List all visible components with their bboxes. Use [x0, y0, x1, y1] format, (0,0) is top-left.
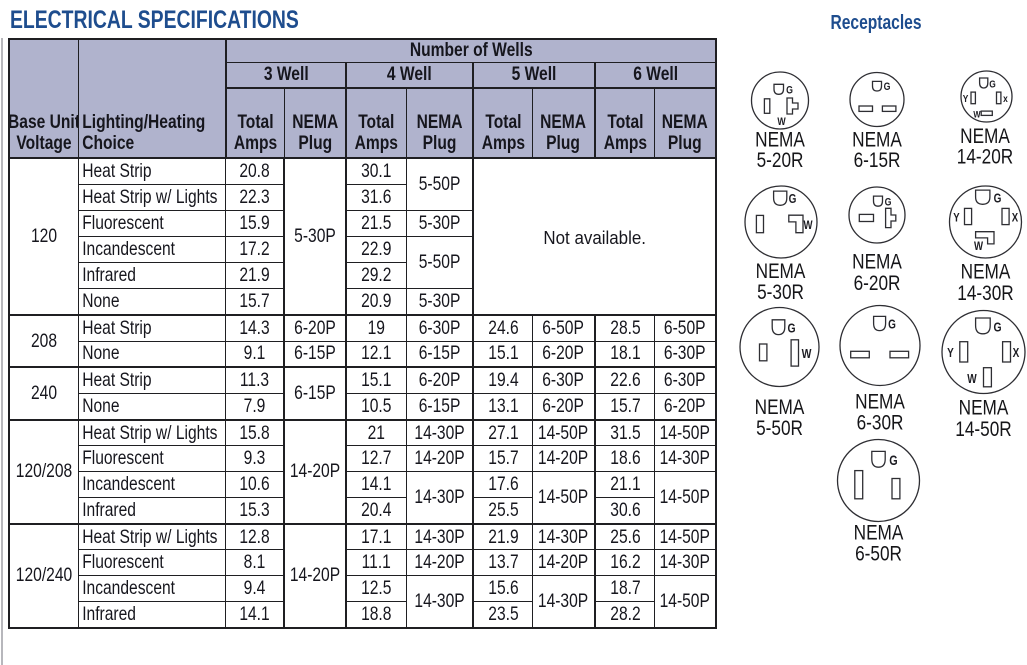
svg-text:G: G [885, 196, 892, 208]
svg-text:5-50R: 5-50R [756, 418, 803, 441]
svg-text:NEMA: NEMA [755, 129, 805, 152]
svg-text:G: G [989, 79, 996, 91]
svg-text:W: W [803, 219, 813, 232]
svg-text:G: G [994, 193, 1002, 206]
svg-text:NEMA: NEMA [960, 126, 1010, 149]
svg-text:x: x [1003, 93, 1008, 105]
svg-text:NEMA: NEMA [959, 397, 1009, 420]
svg-text:6-50R: 6-50R [855, 543, 902, 566]
svg-text:14-50R: 14-50R [955, 419, 1011, 442]
svg-text:NEMA: NEMA [855, 391, 905, 414]
svg-text:G: G [888, 319, 896, 332]
svg-text:NEMA: NEMA [755, 397, 805, 420]
svg-text:NEMA: NEMA [756, 261, 806, 284]
svg-text:W: W [967, 373, 977, 386]
svg-text:Y: Y [947, 347, 954, 360]
svg-text:5-20R: 5-20R [757, 150, 804, 173]
svg-text:6-30R: 6-30R [857, 412, 904, 435]
svg-text:W: W [973, 108, 981, 119]
svg-text:NEMA: NEMA [854, 522, 904, 545]
svg-text:G: G [789, 193, 797, 206]
svg-text:5-30R: 5-30R [757, 282, 804, 305]
svg-text:14-20R: 14-20R [957, 146, 1013, 169]
svg-text:G: G [884, 81, 891, 93]
svg-text:Y: Y [953, 212, 960, 225]
svg-text:NEMA: NEMA [852, 251, 902, 274]
svg-text:14-30R: 14-30R [957, 283, 1013, 306]
svg-text:W: W [974, 240, 984, 253]
svg-text:G: G [889, 453, 897, 468]
svg-text:X: X [1012, 212, 1019, 225]
svg-text:G: G [993, 320, 1001, 334]
svg-text:W: W [777, 116, 786, 128]
svg-text:6-20R: 6-20R [854, 273, 901, 296]
svg-text:NEMA: NEMA [961, 261, 1011, 284]
svg-text:X: X [1013, 347, 1020, 360]
svg-text:W: W [802, 347, 813, 361]
svg-text:NEMA: NEMA [852, 129, 902, 152]
svg-text:G: G [787, 321, 795, 335]
svg-text:Y: Y [963, 93, 969, 105]
svg-text:6-15R: 6-15R [854, 150, 901, 173]
svg-text:G: G [786, 84, 793, 96]
